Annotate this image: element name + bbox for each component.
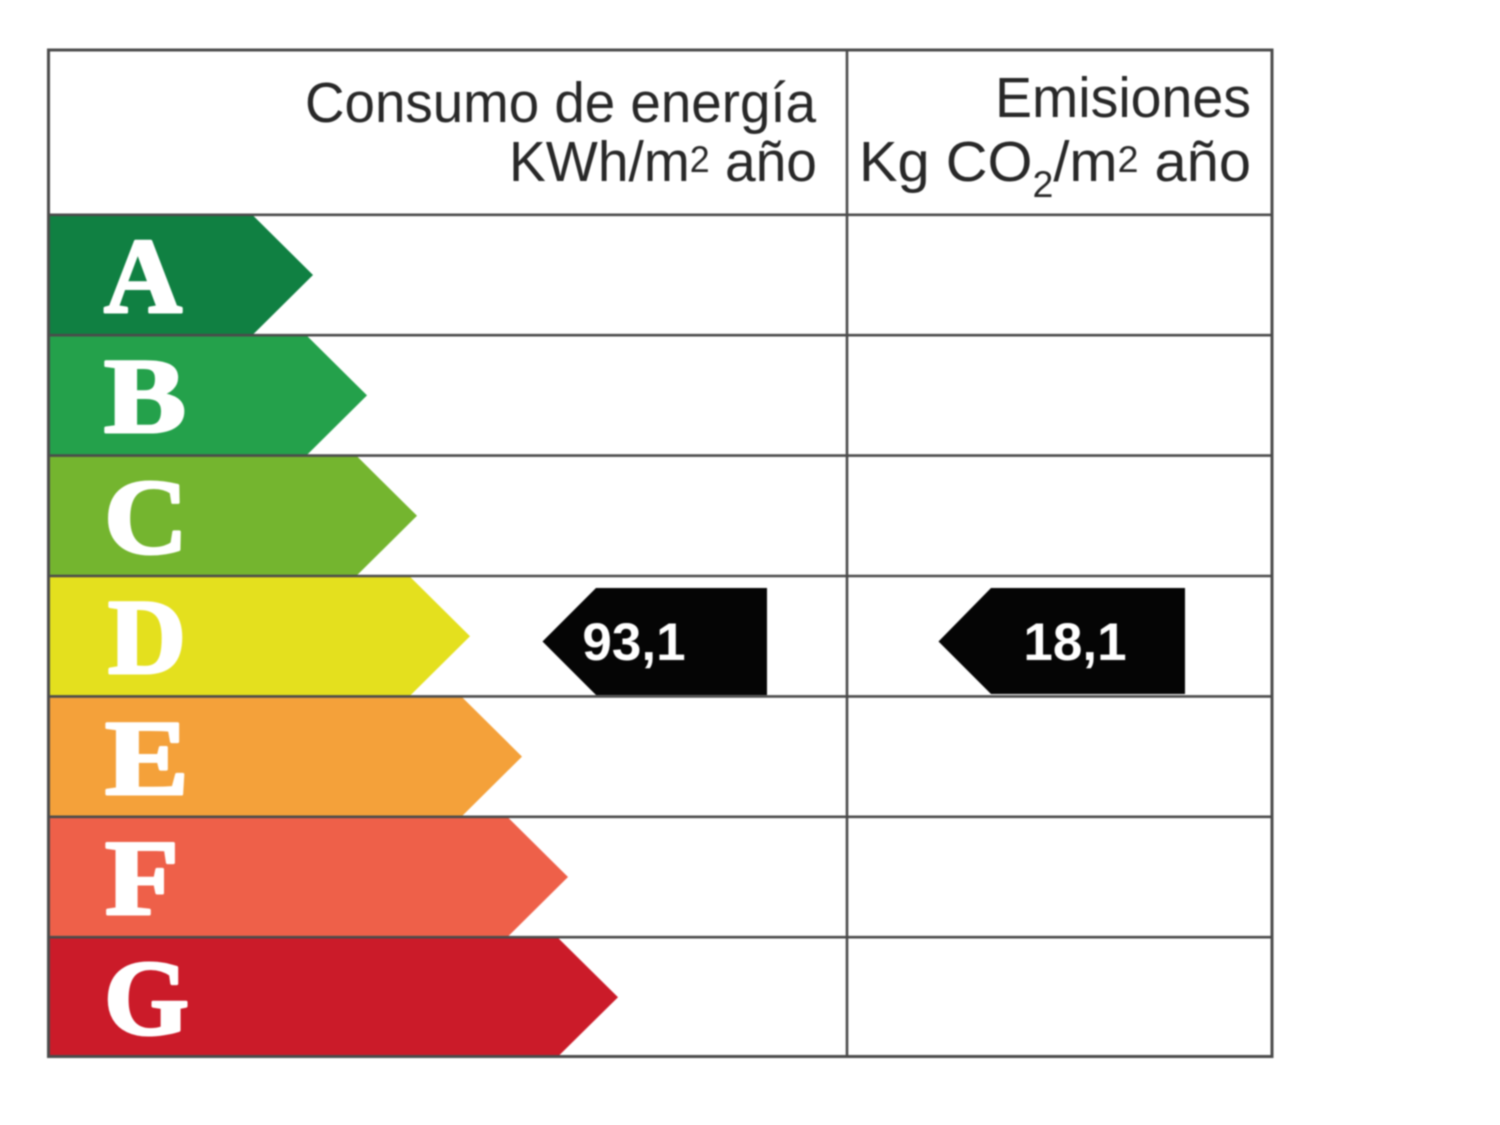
svg-text:93,1: 93,1 (582, 613, 685, 672)
svg-text:Emisiones: Emisiones (995, 66, 1251, 130)
svg-text:G: G (104, 940, 189, 1058)
svg-text:18,1: 18,1 (1023, 613, 1126, 672)
svg-text:Consumo de energía: Consumo de energía (305, 71, 816, 135)
svg-text:B: B (104, 338, 186, 456)
svg-text:A: A (104, 218, 182, 336)
svg-text:E: E (105, 700, 189, 818)
svg-text:D: D (108, 579, 186, 697)
svg-text:F: F (105, 820, 179, 938)
svg-text:Kg CO2/m2 año: Kg CO2/m2 año (859, 130, 1251, 205)
svg-text:C: C (104, 459, 188, 577)
svg-text:KWh/m2 año: KWh/m2 año (509, 130, 817, 194)
